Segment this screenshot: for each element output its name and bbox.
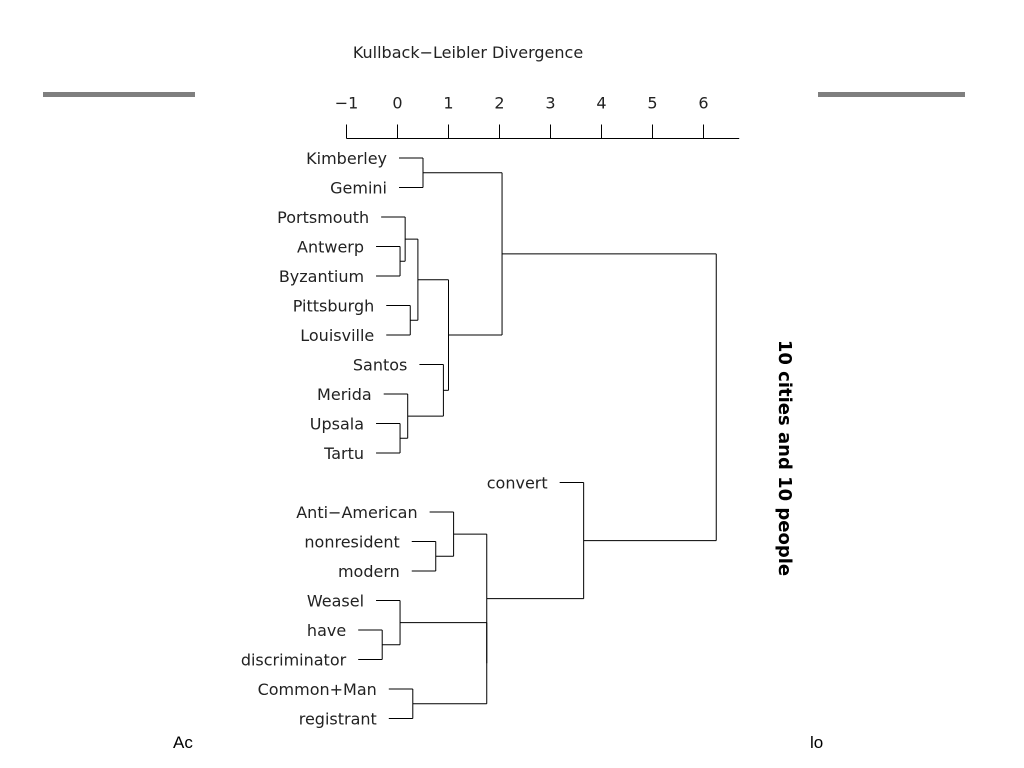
leaf-label: Pittsburgh (293, 297, 375, 316)
axis-title: Kullback−Leibler Divergence (353, 43, 583, 62)
slide-rule-right (818, 92, 965, 97)
side-title: 10 cities and 10 people (774, 340, 795, 576)
x-axis-tick-label: 4 (596, 94, 606, 113)
x-axis-tick-label: 6 (698, 94, 708, 113)
dendrogram-links (358, 157, 717, 719)
slide-text-right: lo (810, 733, 824, 752)
leaf-labels: Kimberley Gemini Portsmouth Antwerp Byzantiu… (241, 149, 548, 729)
leaf-label: have (307, 621, 346, 640)
leaf-label: Weasel (307, 592, 364, 611)
leaf-label: Byzantium (279, 267, 364, 286)
leaf-label: convert (487, 474, 548, 493)
leaf-label: Merida (317, 385, 372, 404)
leaf-label: Anti−American (296, 503, 417, 522)
x-axis: −1 0 1 2 3 4 5 6 (335, 94, 740, 139)
x-axis-tick-label: 2 (494, 94, 504, 113)
x-axis-tick-label: 0 (392, 94, 402, 113)
leaf-label: nonresident (304, 533, 399, 552)
leaf-label: Common+Man (258, 680, 377, 699)
slide-text-left: Ac (173, 733, 193, 752)
leaf-label: Kimberley (306, 149, 387, 168)
leaf-label: discriminator (241, 651, 347, 670)
leaf-label: Upsala (310, 415, 364, 434)
x-axis-tick-label: −1 (335, 94, 359, 113)
leaf-label: Louisville (300, 326, 374, 345)
leaf-label: Portsmouth (277, 208, 369, 227)
x-axis-tick-label: 1 (443, 94, 453, 113)
leaf-label: registrant (299, 710, 377, 729)
x-axis-tick-label: 3 (545, 94, 555, 113)
leaf-label: Gemini (330, 179, 387, 198)
leaf-label: modern (338, 562, 400, 581)
leaf-label: Antwerp (297, 238, 364, 257)
leaf-label: Tartu (323, 444, 364, 463)
x-axis-tick-label: 5 (647, 94, 657, 113)
slide-rule-left (43, 92, 195, 97)
leaf-label: Santos (353, 356, 408, 375)
